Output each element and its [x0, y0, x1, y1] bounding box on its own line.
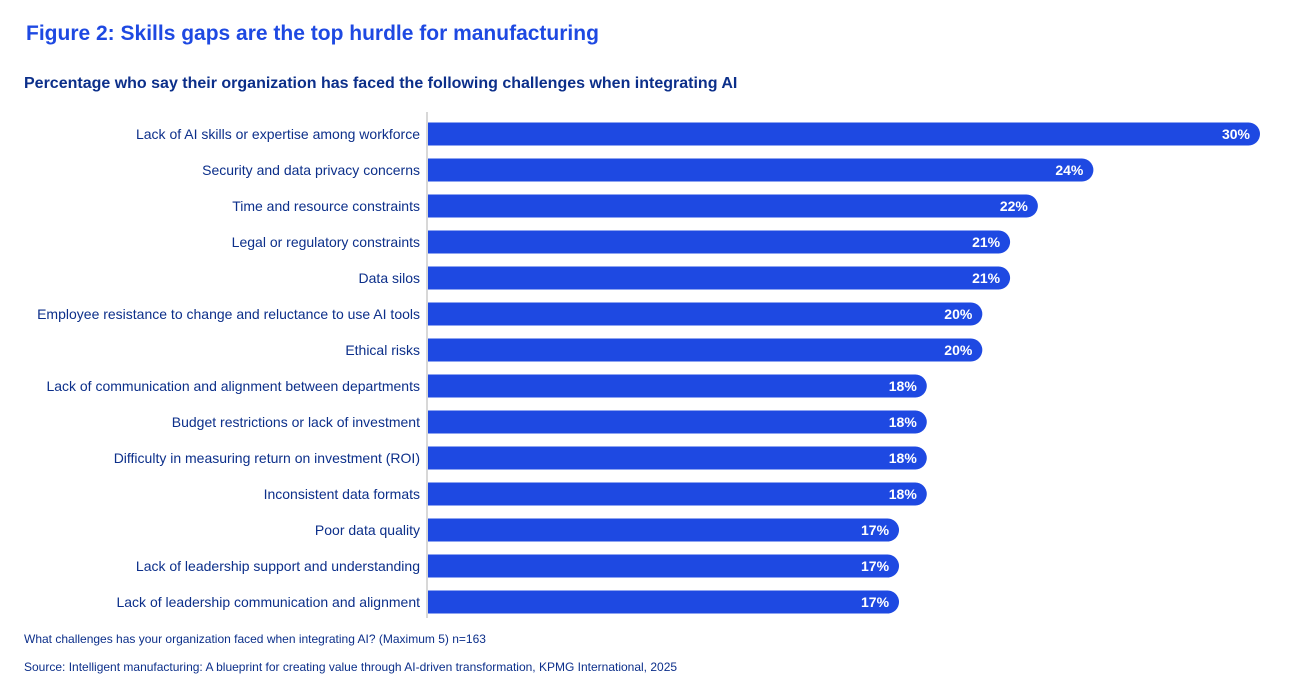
- category-label: Employee resistance to change and reluct…: [37, 306, 420, 322]
- bar-value-label: 18%: [889, 486, 918, 502]
- bar-value-label: 18%: [889, 414, 918, 430]
- chart-title: Figure 2: Skills gaps are the top hurdle…: [26, 22, 599, 45]
- bar-value-label: 18%: [889, 450, 918, 466]
- bar: [428, 302, 983, 326]
- category-label: Lack of leadership communication and ali…: [116, 594, 420, 610]
- bar: [428, 554, 900, 578]
- category-label: Time and resource constraints: [232, 198, 420, 214]
- bar-value-label: 17%: [861, 594, 890, 610]
- category-label: Data silos: [359, 270, 420, 286]
- category-label: Inconsistent data formats: [264, 486, 420, 502]
- survey-question-note: What challenges has your organization fa…: [24, 632, 486, 646]
- category-label: Lack of leadership support and understan…: [136, 558, 420, 574]
- bar-chart: Lack of AI skills or expertise among wor…: [37, 112, 1260, 618]
- bar-value-label: 24%: [1055, 162, 1084, 178]
- category-label: Budget restrictions or lack of investmen…: [172, 414, 420, 430]
- chart-subtitle: Percentage who say their organization ha…: [24, 75, 738, 92]
- bar: [428, 158, 1094, 182]
- bar: [428, 446, 927, 470]
- bar-value-label: 21%: [972, 234, 1001, 250]
- bar-value-label: 20%: [944, 342, 973, 358]
- category-label: Lack of AI skills or expertise among wor…: [136, 126, 420, 142]
- category-label: Difficulty in measuring return on invest…: [114, 450, 420, 466]
- bar-value-label: 17%: [861, 522, 890, 538]
- bar-value-label: 20%: [944, 306, 973, 322]
- bar: [428, 590, 900, 614]
- bar-value-label: 22%: [1000, 198, 1029, 214]
- bar-value-label: 17%: [861, 558, 890, 574]
- category-label: Legal or regulatory constraints: [232, 234, 420, 250]
- category-label: Security and data privacy concerns: [202, 162, 420, 178]
- bar: [428, 230, 1011, 254]
- bar-value-label: 21%: [972, 270, 1001, 286]
- bar-value-label: 18%: [889, 378, 918, 394]
- bar: [428, 518, 900, 542]
- bar: [428, 410, 927, 434]
- category-label: Lack of communication and alignment betw…: [46, 378, 420, 394]
- bar-series: Lack of AI skills or expertise among wor…: [37, 122, 1260, 614]
- source-note: Source: Intelligent manufacturing: A blu…: [24, 660, 678, 674]
- category-label: Ethical risks: [345, 342, 420, 358]
- bar: [428, 194, 1038, 218]
- bar: [428, 122, 1260, 146]
- bar: [428, 482, 927, 506]
- bar: [428, 266, 1011, 290]
- bar: [428, 374, 927, 398]
- category-label: Poor data quality: [315, 522, 420, 538]
- bar: [428, 338, 983, 362]
- bar-value-label: 30%: [1222, 126, 1251, 142]
